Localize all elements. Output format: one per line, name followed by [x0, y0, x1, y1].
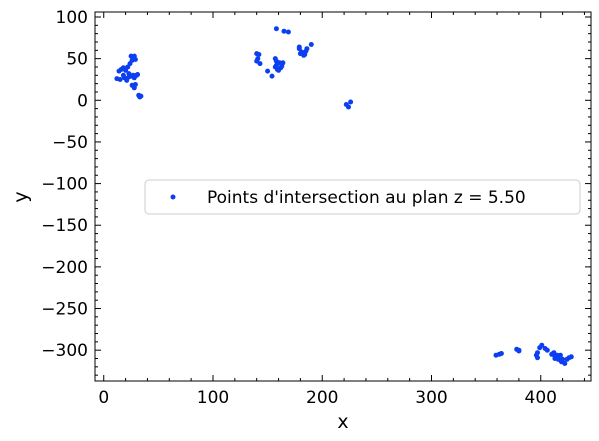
- data-point: [535, 350, 540, 356]
- y-tick-label: −50: [52, 133, 88, 153]
- plot-frame: [94, 11, 592, 382]
- legend-marker: [170, 194, 176, 200]
- data-point: [549, 351, 555, 357]
- x-tick-label: 200: [306, 388, 338, 408]
- data-point: [557, 352, 563, 358]
- data-points: [114, 26, 574, 366]
- major-ticks: [95, 12, 591, 381]
- data-point: [126, 71, 132, 77]
- data-point: [272, 56, 278, 62]
- data-point: [346, 104, 351, 110]
- data-point: [308, 42, 314, 47]
- data-point: [269, 73, 275, 79]
- y-tick-label: −250: [41, 300, 88, 320]
- y-tick-label: −150: [41, 216, 88, 236]
- data-point: [302, 52, 308, 57]
- data-point: [544, 347, 550, 353]
- y-axis-label: y: [10, 191, 32, 202]
- data-point: [498, 351, 504, 356]
- x-tick-label: 300: [415, 388, 447, 408]
- y-tick-labels: 100 50 0 −50 −100 −150 −200 −250 −300: [41, 8, 88, 361]
- y-tick-label: 0: [77, 91, 88, 111]
- data-point: [257, 61, 263, 67]
- legend: Points d'intersection au plan z = 5.50: [144, 179, 581, 215]
- data-point: [535, 355, 540, 361]
- x-axis-label: x: [337, 411, 348, 433]
- y-tick-label: 50: [66, 50, 88, 70]
- data-point: [132, 82, 138, 87]
- data-point: [516, 347, 522, 353]
- data-point: [132, 57, 138, 62]
- data-point: [539, 342, 545, 348]
- data-point: [120, 72, 126, 78]
- data-point: [256, 52, 262, 57]
- data-point: [265, 68, 271, 74]
- legend-label: Points d'intersection au plan z = 5.50: [207, 188, 526, 208]
- data-point: [138, 93, 144, 99]
- y-tick-label: −200: [41, 258, 88, 278]
- data-point: [562, 361, 568, 366]
- y-tick-label: 100: [56, 8, 88, 28]
- data-point: [273, 26, 279, 32]
- data-point: [285, 29, 291, 35]
- x-tick-label: 0: [98, 388, 109, 408]
- y-tick-label: −100: [41, 175, 88, 195]
- data-point: [135, 72, 141, 77]
- data-point: [279, 61, 285, 67]
- y-tick-label: −300: [41, 341, 88, 361]
- data-point: [568, 354, 574, 360]
- x-tick-label: 400: [525, 388, 557, 408]
- x-tick-label: 100: [197, 388, 229, 408]
- data-point: [304, 46, 310, 52]
- legend-box: [144, 179, 581, 215]
- x-tick-labels: 0 100 200 300 400: [98, 388, 557, 408]
- data-point: [281, 28, 287, 34]
- data-point: [348, 99, 354, 105]
- data-point: [117, 77, 123, 82]
- data-point: [296, 44, 302, 50]
